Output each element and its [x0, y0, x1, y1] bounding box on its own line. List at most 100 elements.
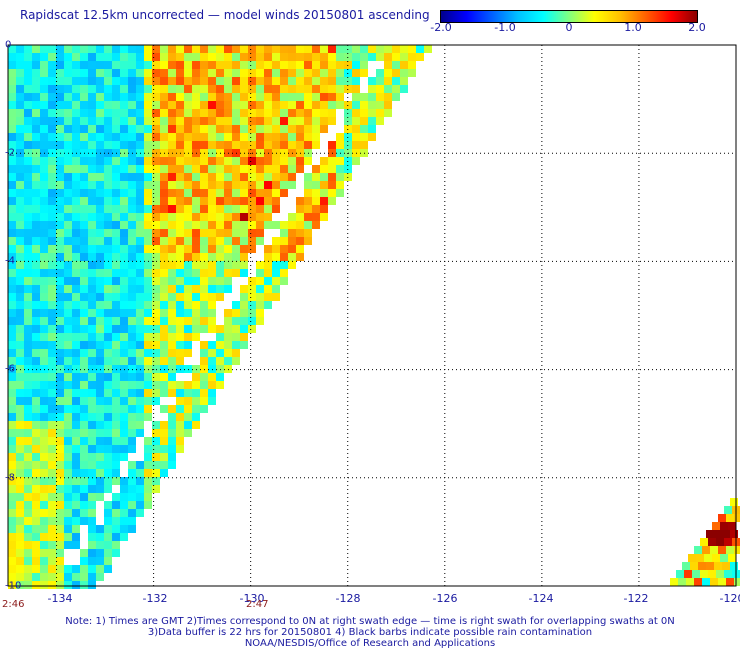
wind-cell: [104, 445, 112, 453]
wind-cell: [104, 461, 112, 469]
wind-cell: [128, 285, 136, 293]
wind-cell: [232, 197, 240, 205]
wind-cell: [32, 93, 40, 101]
wind-cell: [280, 133, 288, 141]
wind-cell: [136, 421, 144, 429]
wind-cell: [72, 85, 80, 93]
wind-cell: [112, 45, 120, 53]
wind-cell: [200, 109, 208, 117]
wind-cell: [192, 85, 200, 93]
wind-cell: [708, 570, 716, 578]
wind-cell: [72, 61, 80, 69]
wind-cell: [104, 229, 112, 237]
wind-cell: [8, 565, 16, 573]
wind-cell: [80, 365, 88, 373]
wind-cell: [80, 253, 88, 261]
wind-cell: [352, 133, 360, 141]
wind-cell: [248, 237, 256, 245]
wind-cell: [216, 53, 224, 61]
wind-cell: [32, 429, 40, 437]
wind-cell: [120, 421, 128, 429]
wind-cell: [136, 133, 144, 141]
wind-cell: [40, 221, 48, 229]
wind-cell: [288, 253, 296, 261]
wind-cell: [56, 205, 64, 213]
page-title: Rapidscat 12.5km uncorrected — model win…: [20, 8, 430, 22]
wind-cell: [128, 205, 136, 213]
wind-cell: [168, 173, 176, 181]
wind-cell: [152, 485, 160, 493]
wind-cell: [104, 189, 112, 197]
wind-cell: [200, 173, 208, 181]
wind-cell: [168, 357, 176, 365]
wind-cell: [96, 189, 104, 197]
wind-cell: [72, 325, 80, 333]
wind-cell: [112, 461, 120, 469]
wind-cell: [16, 293, 24, 301]
wind-cell: [16, 157, 24, 165]
wind-cell: [224, 357, 232, 365]
wind-cell: [208, 349, 216, 357]
wind-cell: [160, 357, 168, 365]
wind-cell: [264, 293, 272, 301]
wind-cell: [368, 125, 376, 133]
wind-cell: [128, 445, 136, 453]
wind-cell: [328, 181, 336, 189]
wind-cell: [232, 53, 240, 61]
wind-cell: [72, 109, 80, 117]
wind-cell: [104, 389, 112, 397]
wind-cell: [240, 125, 248, 133]
wind-cell: [16, 141, 24, 149]
wind-cell: [296, 125, 304, 133]
wind-cell: [296, 213, 304, 221]
wind-cell: [320, 93, 328, 101]
wind-cell: [120, 373, 128, 381]
wind-cell: [48, 397, 56, 405]
wind-cell: [96, 413, 104, 421]
wind-cell: [248, 189, 256, 197]
wind-cell: [152, 373, 160, 381]
wind-cell: [144, 501, 152, 509]
wind-cell: [224, 237, 232, 245]
wind-cell: [24, 237, 32, 245]
wind-cell: [32, 269, 40, 277]
wind-cell: [104, 205, 112, 213]
wind-cell: [56, 421, 64, 429]
wind-cell: [184, 117, 192, 125]
wind-cell: [224, 125, 232, 133]
wind-cell: [32, 237, 40, 245]
wind-cell: [168, 69, 176, 77]
wind-cell: [144, 253, 152, 261]
wind-cell: [280, 93, 288, 101]
wind-cell: [56, 341, 64, 349]
wind-cell: [112, 269, 120, 277]
wind-cell: [120, 261, 128, 269]
wind-cell: [684, 570, 692, 578]
wind-cell: [272, 245, 280, 253]
wind-cell: [216, 237, 224, 245]
wind-cell: [128, 181, 136, 189]
wind-cell: [360, 45, 368, 53]
wind-cell: [8, 453, 16, 461]
wind-cell: [120, 477, 128, 485]
wind-cell: [184, 293, 192, 301]
wind-cell: [48, 581, 56, 589]
wind-cell: [80, 581, 88, 589]
wind-cell: [224, 117, 232, 125]
wind-cell: [160, 277, 168, 285]
wind-cell: [32, 573, 40, 581]
wind-cell: [72, 349, 80, 357]
wind-cell: [56, 349, 64, 357]
wind-cell: [216, 141, 224, 149]
wind-cell: [40, 373, 48, 381]
wind-cell: [216, 205, 224, 213]
wind-cell: [56, 501, 64, 509]
wind-cell: [288, 221, 296, 229]
wind-cell: [232, 357, 240, 365]
wind-cell: [168, 61, 176, 69]
wind-cell: [136, 373, 144, 381]
wind-cell: [168, 197, 176, 205]
wind-cell: [160, 117, 168, 125]
wind-cell: [352, 69, 360, 77]
wind-cell: [96, 101, 104, 109]
